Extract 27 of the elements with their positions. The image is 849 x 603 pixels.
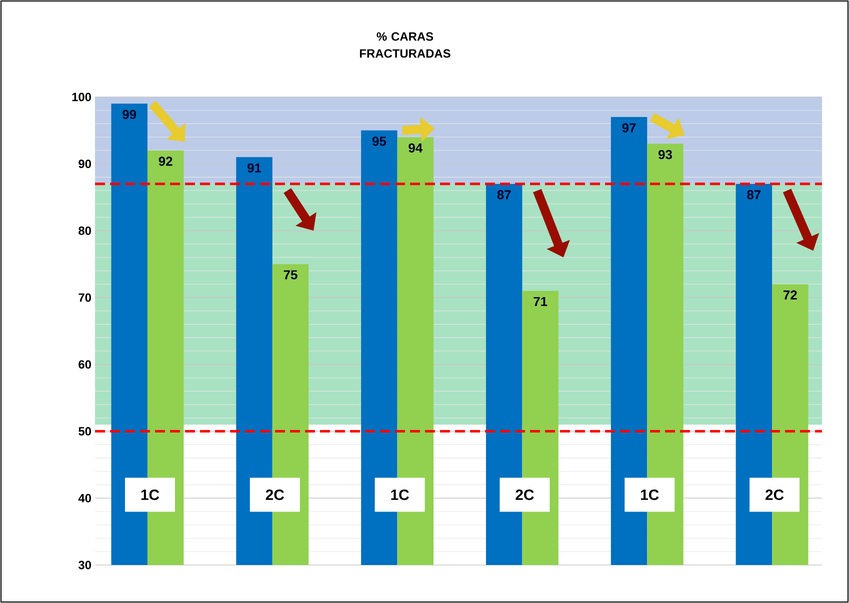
x-tick-label: 1C [141, 489, 160, 500]
y-tick-label: 100 [72, 92, 91, 102]
data-label: 91 [248, 163, 262, 173]
y-tick-label: 50 [78, 427, 91, 436]
data-label: 87 [747, 190, 761, 200]
data-label: 72 [784, 290, 797, 300]
data-label: 75 [284, 270, 298, 280]
y-tick-label: 40 [78, 494, 91, 502]
y-tick-label: 30 [78, 560, 91, 570]
x-tick-label: 1C [391, 489, 409, 500]
data-label: 94 [408, 143, 423, 152]
data-label: 92 [158, 156, 172, 166]
y-tick-label: 90 [78, 160, 91, 168]
data-label: 71 [534, 297, 548, 306]
x-tick-label: 2C [516, 489, 534, 500]
data-label: 93 [658, 150, 672, 160]
chart-title: % CARAS FRACTURADAS [360, 32, 450, 58]
data-label: 87 [497, 190, 511, 200]
y-tick-label: 80 [78, 226, 91, 235]
y-tick-label: 60 [78, 360, 91, 369]
y-tick-label: 70 [78, 293, 91, 302]
data-label: 99 [122, 110, 136, 120]
x-tick-label: 1C [641, 489, 659, 500]
x-tick-label: 2C [766, 489, 784, 500]
data-label: 97 [622, 123, 636, 132]
x-tick-label: 2C [266, 489, 284, 500]
data-label: 95 [372, 136, 386, 146]
